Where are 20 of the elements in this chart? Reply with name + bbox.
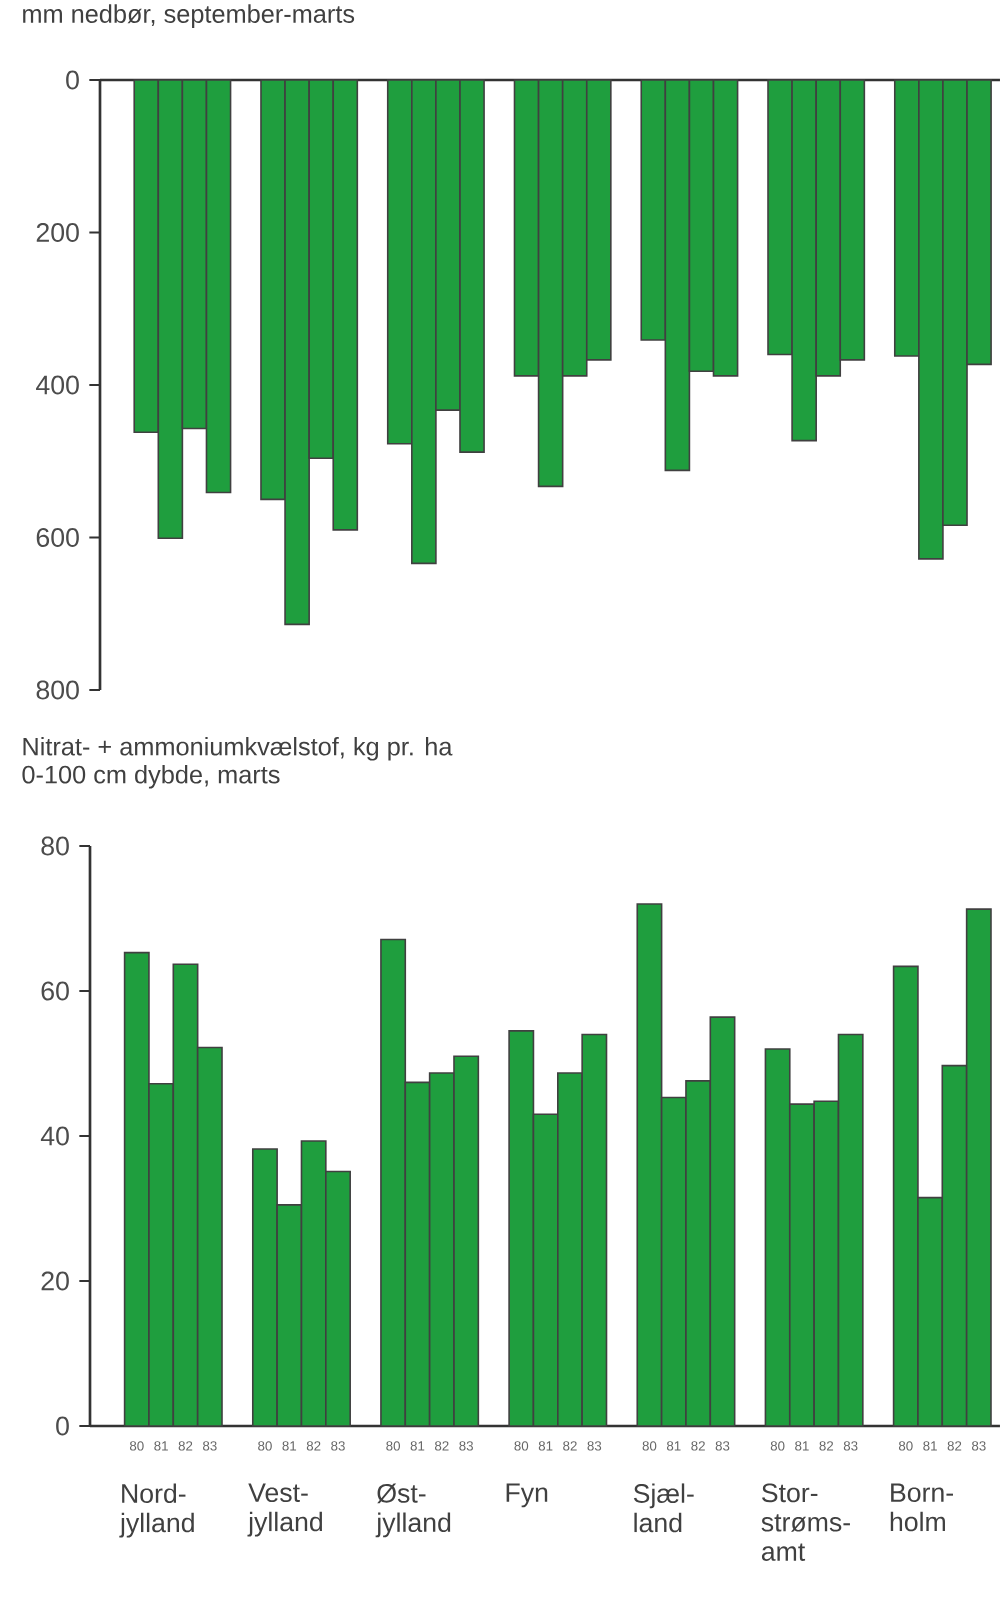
chart-title: mm nedbør, september-marts xyxy=(23,4,355,28)
y-tick-label: 60 xyxy=(41,981,69,1001)
x-tick-label: Nord-jylland xyxy=(119,1483,194,1538)
chart-subtitle: 0-100 cm dybde, marts xyxy=(22,764,280,789)
y-tick-label: 0 xyxy=(56,1416,69,1436)
chart-title: Nitrat- + ammoniumkvælstof, kg pr. ha xyxy=(23,736,453,761)
y-tick-label: 400 xyxy=(36,375,79,395)
x-tick-label: Sjæl-land xyxy=(633,1483,694,1533)
y-tick-label: 200 xyxy=(36,223,79,242)
x-tick-label: Fyn xyxy=(506,1483,548,1508)
y-tick-label: 20 xyxy=(41,1271,69,1291)
y-tick-label: 80 xyxy=(41,836,69,856)
x-tick-label: Øst-jylland xyxy=(375,1483,451,1538)
x-tick-label: Vest-jylland xyxy=(247,1483,323,1537)
y-tick-label: 0 xyxy=(66,70,79,90)
y-tick-label: 800 xyxy=(36,680,79,700)
y-tick-label: 600 xyxy=(36,528,79,547)
x-tick-label: Stor-strøms-amt xyxy=(761,1483,850,1561)
x-tick-label: Born-holm xyxy=(890,1483,953,1532)
y-tick-label: 40 xyxy=(40,1126,69,1146)
